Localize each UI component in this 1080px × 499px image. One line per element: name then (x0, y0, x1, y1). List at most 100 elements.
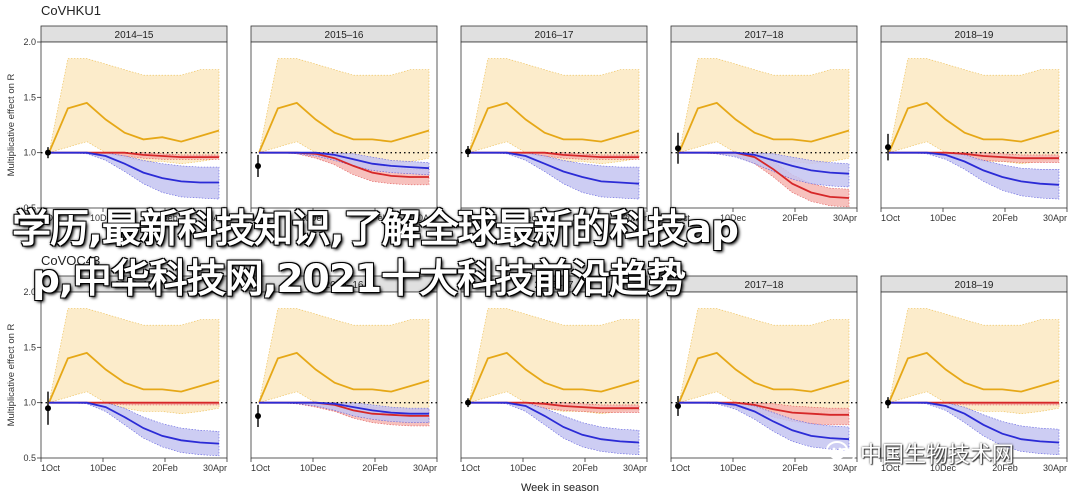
y-axis-label: Multiplicative effect on R (6, 323, 17, 426)
x-tick-label: 1Oct (881, 463, 901, 473)
series-line-yellow (888, 351, 1060, 404)
series-line-yellow (888, 101, 1060, 154)
series-line-yellow (468, 351, 640, 404)
series-line-yellow (468, 101, 640, 154)
x-tick-label: 20Feb (152, 463, 178, 473)
x-tick-label: 10Dec (90, 463, 117, 473)
panel-season-label: 2015–16 (325, 280, 364, 291)
x-tick-label: 1Oct (41, 213, 61, 223)
estimate-point (255, 412, 261, 419)
x-tick-label: 30Apr (413, 463, 437, 473)
chart-title: CoVOC43 (41, 253, 100, 268)
ci-band-blue (259, 152, 430, 176)
series-line-yellow (48, 101, 220, 154)
x-tick-label: 1Oct (461, 463, 481, 473)
x-tick-label: 10Dec (300, 463, 327, 473)
x-tick-label: 1Oct (251, 213, 271, 223)
estimate-point (885, 399, 891, 406)
y-tick-label: 0.5 (23, 453, 36, 463)
x-tick-label: 30Apr (1043, 213, 1067, 223)
panel-season-label: 2015–16 (325, 30, 364, 41)
x-tick-label: 1Oct (251, 463, 271, 473)
x-tick-label: 30Apr (203, 213, 227, 223)
watermark-text: 中国生物技术网 (860, 443, 1015, 468)
series-line-yellow (678, 101, 850, 154)
y-tick-label: 2.0 (23, 287, 36, 297)
x-tick-label: 20Feb (152, 213, 178, 223)
series-line-blue (679, 151, 850, 175)
x-tick-label: 10Dec (930, 213, 957, 223)
x-tick-label: 10Dec (720, 213, 747, 223)
y-axis-label: Multiplicative effect on R (6, 73, 17, 176)
series-line-blue (889, 401, 1060, 444)
x-tick-label: 1Oct (881, 213, 901, 223)
x-tick-label: 10Dec (510, 213, 537, 223)
x-tick-label: 20Feb (572, 213, 598, 223)
panel-season-label: 2014–15 (115, 280, 154, 291)
estimate-point (675, 145, 681, 152)
x-tick-label: 10Dec (720, 463, 747, 473)
estimate-point (465, 399, 471, 406)
x-tick-label: 10Dec (300, 213, 327, 223)
y-tick-label: 1.0 (23, 148, 36, 158)
panel-season-label: 2016–17 (535, 30, 574, 41)
x-tick-label: 1Oct (671, 213, 691, 223)
panel-season-label: 2016–17 (535, 280, 574, 291)
series-line-blue (469, 401, 640, 444)
series-line-blue (469, 151, 640, 185)
ci-band-red (259, 152, 430, 186)
x-tick-label: 10Dec (510, 463, 537, 473)
x-tick-label: 30Apr (623, 463, 647, 473)
series-line-yellow (678, 351, 850, 404)
y-tick-label: 0.5 (23, 203, 36, 213)
series-line-blue (889, 151, 1060, 186)
y-tick-label: 1.5 (23, 92, 36, 102)
y-tick-label: 1.0 (23, 398, 36, 408)
y-tick-label: 1.5 (23, 342, 36, 352)
x-tick-label: 30Apr (1043, 463, 1067, 473)
ci-band-red (679, 152, 850, 208)
x-tick-label: 20Feb (782, 213, 808, 223)
series-line-blue (679, 401, 850, 441)
panel-season-label: 2017–18 (745, 280, 784, 291)
x-tick-label: 20Feb (992, 213, 1018, 223)
watermark: 中国生物技术网 (826, 437, 1014, 469)
series-line-yellow (258, 101, 430, 154)
chart-title: CoVHKU1 (41, 3, 101, 18)
x-tick-label: 1Oct (671, 463, 691, 473)
estimate-point (255, 162, 261, 169)
x-tick-label: 20Feb (782, 463, 808, 473)
x-tick-label: 30Apr (203, 463, 227, 473)
ci-band-blue (679, 402, 850, 451)
panel-season-label: 2018–19 (955, 280, 994, 291)
x-tick-label: 20Feb (362, 213, 388, 223)
x-tick-label: 20Feb (992, 463, 1018, 473)
y-tick-label: 2.0 (23, 37, 36, 47)
ci-band-blue (679, 152, 850, 188)
x-tick-label: 1Oct (461, 213, 481, 223)
x-tick-label: 30Apr (413, 213, 437, 223)
panel-season-label: 2018–19 (955, 30, 994, 41)
series-line-blue (49, 401, 220, 445)
panel-season-label: 2017–18 (745, 30, 784, 41)
x-axis-label: Week in season (521, 482, 599, 494)
estimate-point (675, 402, 681, 409)
x-tick-label: 30Apr (623, 213, 647, 223)
x-tick-label: 1Oct (41, 463, 61, 473)
series-line-blue (259, 401, 429, 415)
x-tick-label: 10Dec (90, 213, 117, 223)
panel-season-label: 2014–15 (115, 30, 154, 41)
estimate-point (885, 144, 891, 151)
x-tick-label: 30Apr (833, 463, 857, 473)
x-tick-label: 20Feb (362, 463, 388, 473)
x-tick-label: 20Feb (572, 463, 598, 473)
x-tick-label: 10Dec (930, 463, 957, 473)
series-line-yellow (48, 351, 220, 404)
series-line-blue (49, 151, 219, 184)
series-line-blue (259, 151, 430, 170)
wechat-icon (826, 441, 855, 464)
x-tick-label: 30Apr (833, 213, 857, 223)
estimate-point (465, 148, 471, 155)
estimate-point (45, 405, 51, 412)
